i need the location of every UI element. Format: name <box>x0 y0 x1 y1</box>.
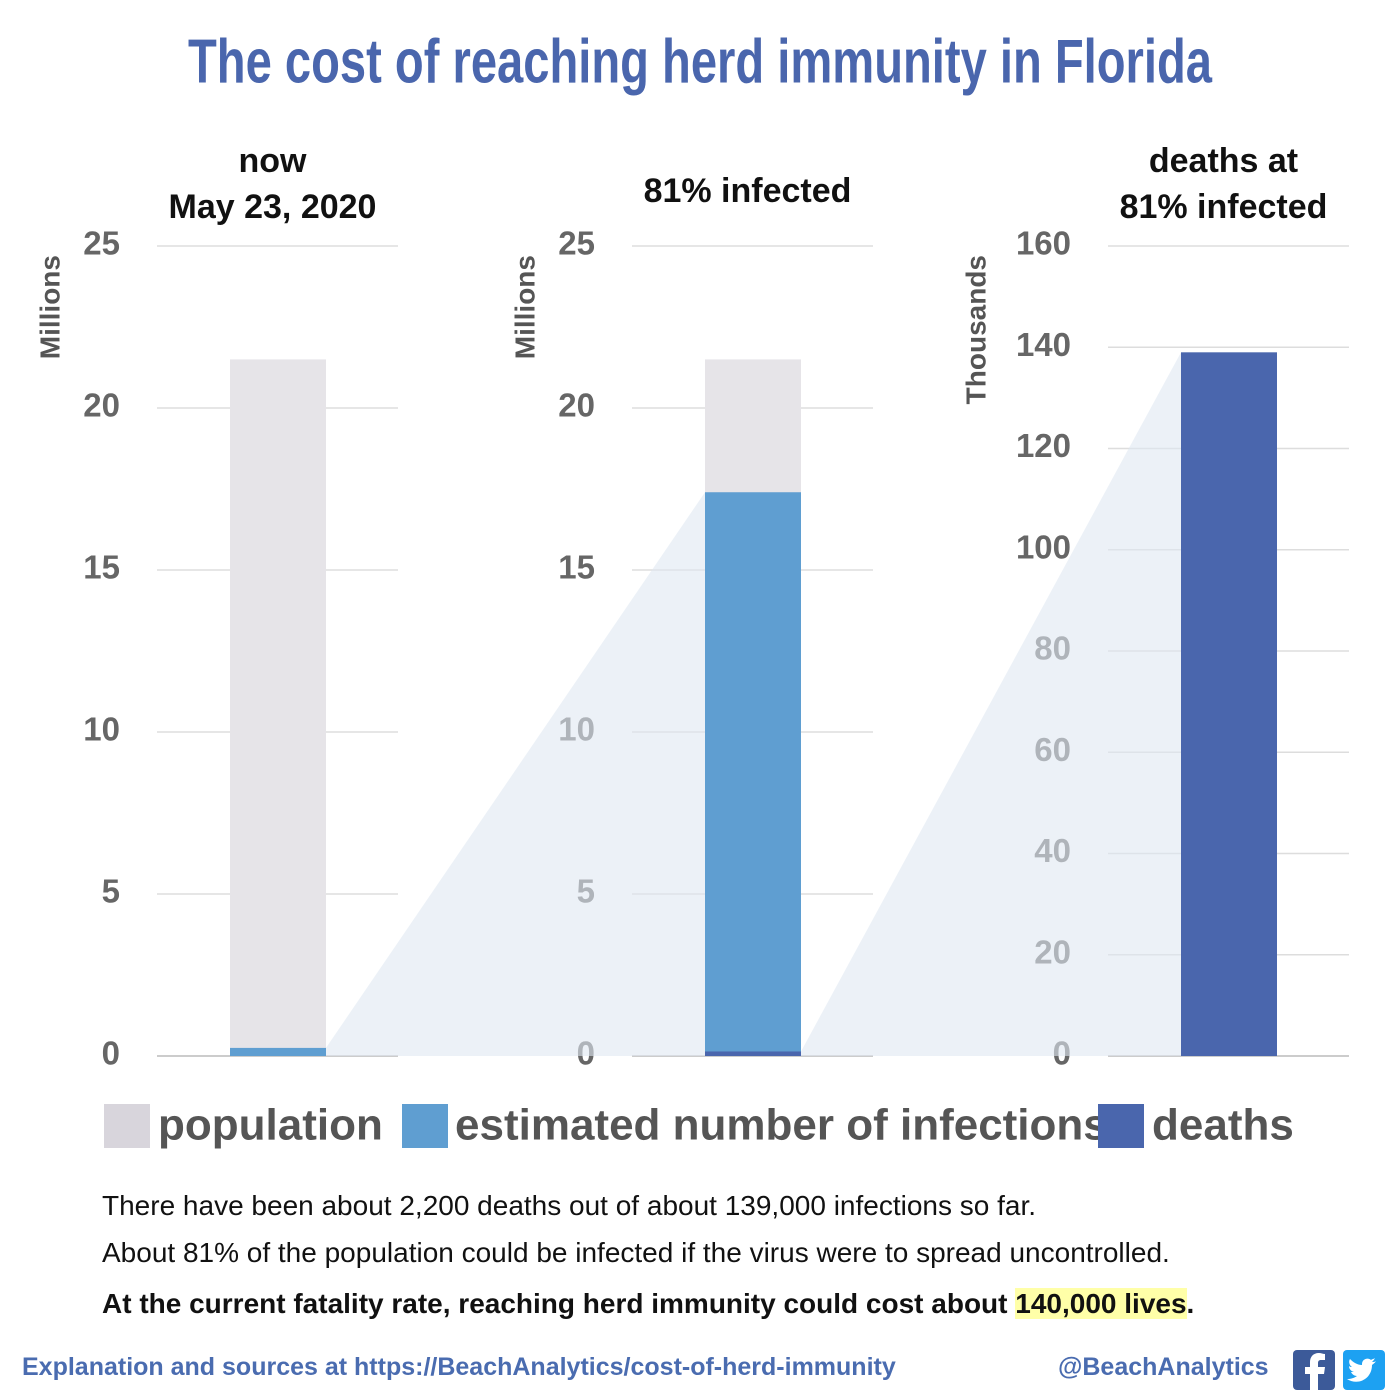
y-axis-label: Millions <box>509 255 540 359</box>
bar <box>705 1051 801 1056</box>
y-tick-label: 25 <box>558 225 595 262</box>
legend-swatch <box>1098 1104 1144 1148</box>
legend-label: deaths <box>1152 1101 1294 1150</box>
y-tick-label: 100 <box>1016 528 1071 565</box>
social-icons <box>1293 1350 1385 1390</box>
legend-swatch <box>104 1104 150 1148</box>
twitter-bird <box>1347 1358 1376 1382</box>
panel-title: now <box>239 142 308 180</box>
bar <box>230 1047 326 1056</box>
zoom-wedge <box>801 352 1181 1056</box>
legend-swatch <box>402 1104 448 1148</box>
y-tick-label: 160 <box>1016 225 1071 262</box>
legend-label: population <box>158 1101 383 1150</box>
y-axis-label: Thousands <box>960 255 991 404</box>
conclusion-end: . <box>1186 1288 1195 1319</box>
bar <box>230 359 326 1056</box>
y-tick-label: 20 <box>558 387 595 424</box>
footer-sources: Explanation and sources at https://Beach… <box>22 1353 896 1381</box>
y-tick-label: 120 <box>1016 427 1071 464</box>
bar <box>705 492 801 1056</box>
y-axis-label: Millions <box>34 255 65 359</box>
legend-label: estimated number of infections <box>455 1101 1108 1150</box>
y-tick-label: 25 <box>83 225 120 262</box>
y-tick-label: 0 <box>102 1035 120 1072</box>
y-tick-label: 5 <box>102 873 120 910</box>
footer-handle: @BeachAnalytics <box>1058 1353 1269 1381</box>
conclusion: At the current fatality rate, reaching h… <box>102 1288 1194 1320</box>
highlight: 140,000 lives <box>1015 1288 1187 1319</box>
note: About 81% of the population could be inf… <box>102 1237 1170 1268</box>
y-tick-label: 20 <box>83 387 120 424</box>
title: The cost of reaching herd immunity in Fl… <box>188 27 1212 96</box>
y-tick-label: 15 <box>83 549 120 586</box>
panel-title: 81% infected <box>644 172 852 210</box>
panel-title: deaths at <box>1149 142 1298 180</box>
panel-subtitle: 81% infected <box>1120 188 1328 226</box>
note: There have been about 2,200 deaths out o… <box>102 1190 1037 1221</box>
y-tick-label: 10 <box>83 711 120 748</box>
y-tick-label: 140 <box>1016 326 1071 363</box>
conclusion-text: At the current fatality rate, reaching h… <box>102 1288 1016 1319</box>
bar <box>1181 352 1277 1056</box>
zoom-wedge <box>326 492 705 1056</box>
facebook-f <box>1305 1353 1325 1390</box>
y-tick-label: 15 <box>558 549 595 586</box>
panel-subtitle: May 23, 2020 <box>169 188 377 226</box>
